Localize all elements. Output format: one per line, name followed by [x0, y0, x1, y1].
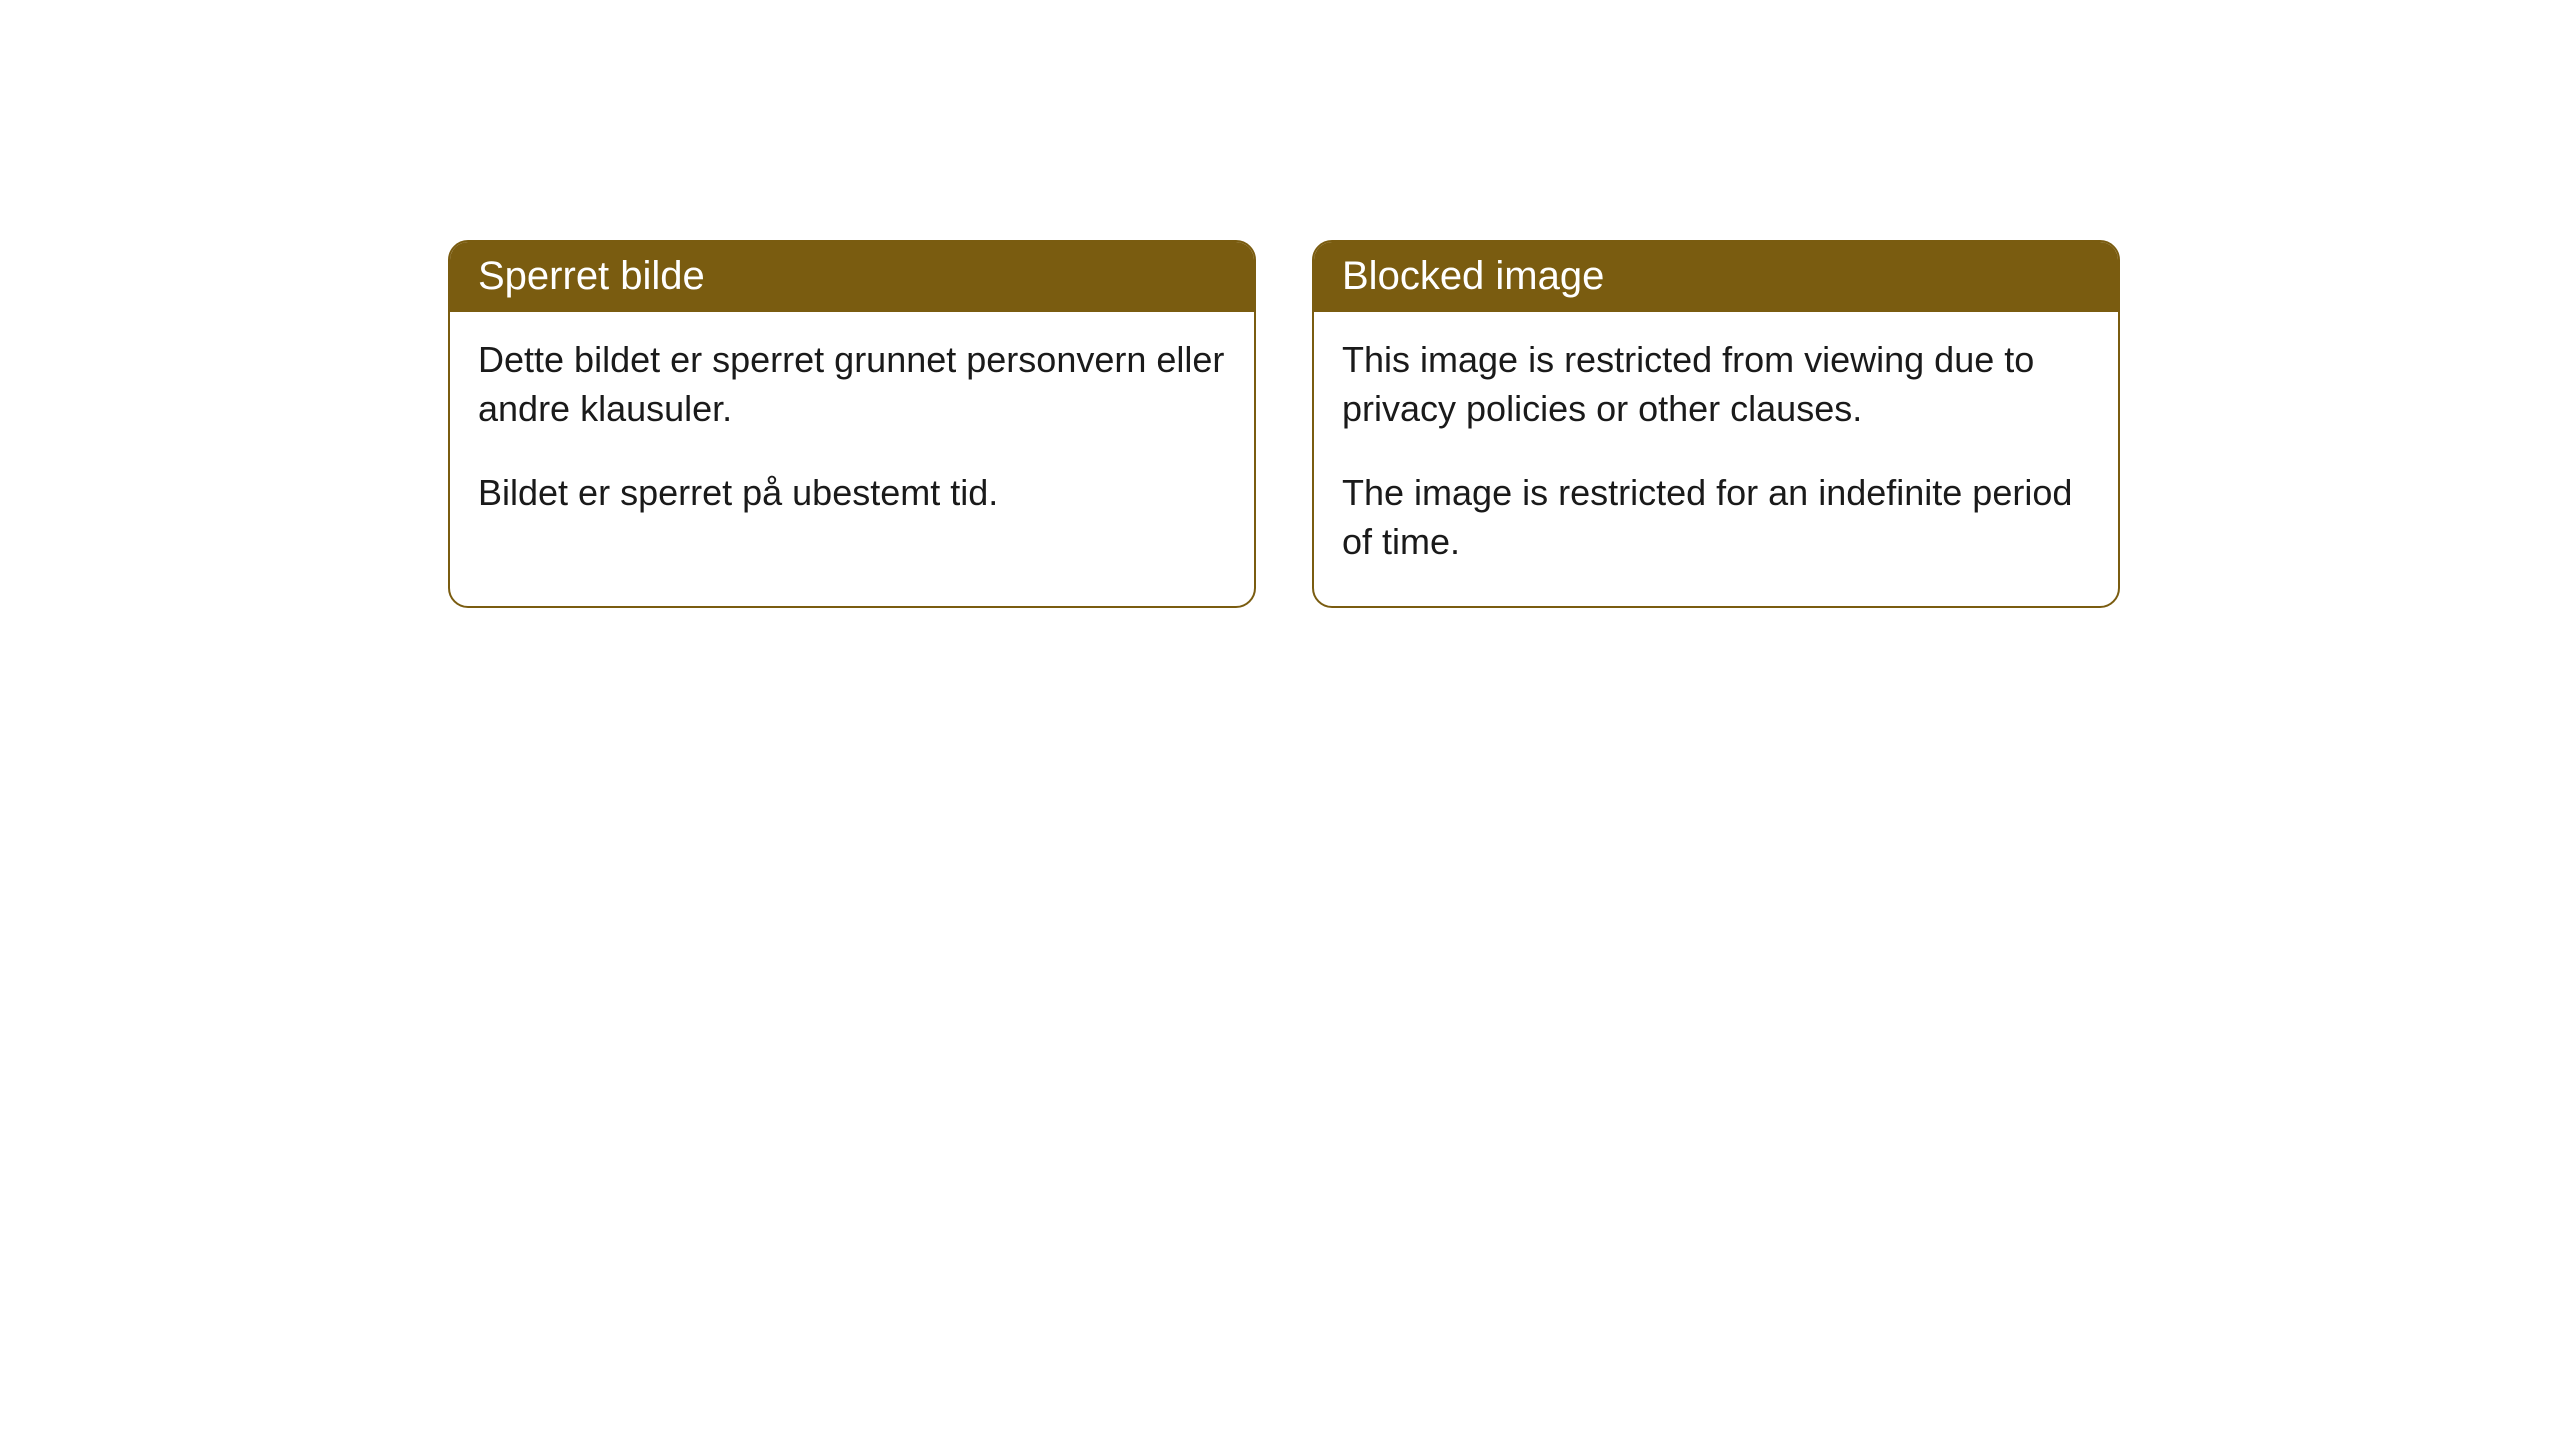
card-header-en: Blocked image — [1314, 242, 2118, 312]
blocked-image-card-no: Sperret bilde Dette bildet er sperret gr… — [448, 240, 1256, 608]
card-header-no: Sperret bilde — [450, 242, 1254, 312]
card-body-en: This image is restricted from viewing du… — [1314, 312, 2118, 606]
card-paragraph-2-no: Bildet er sperret på ubestemt tid. — [478, 469, 1226, 518]
card-paragraph-1-en: This image is restricted from viewing du… — [1342, 336, 2090, 433]
card-paragraph-1-no: Dette bildet er sperret grunnet personve… — [478, 336, 1226, 433]
card-body-no: Dette bildet er sperret grunnet personve… — [450, 312, 1254, 558]
cards-container: Sperret bilde Dette bildet er sperret gr… — [448, 240, 2120, 608]
card-paragraph-2-en: The image is restricted for an indefinit… — [1342, 469, 2090, 566]
blocked-image-card-en: Blocked image This image is restricted f… — [1312, 240, 2120, 608]
